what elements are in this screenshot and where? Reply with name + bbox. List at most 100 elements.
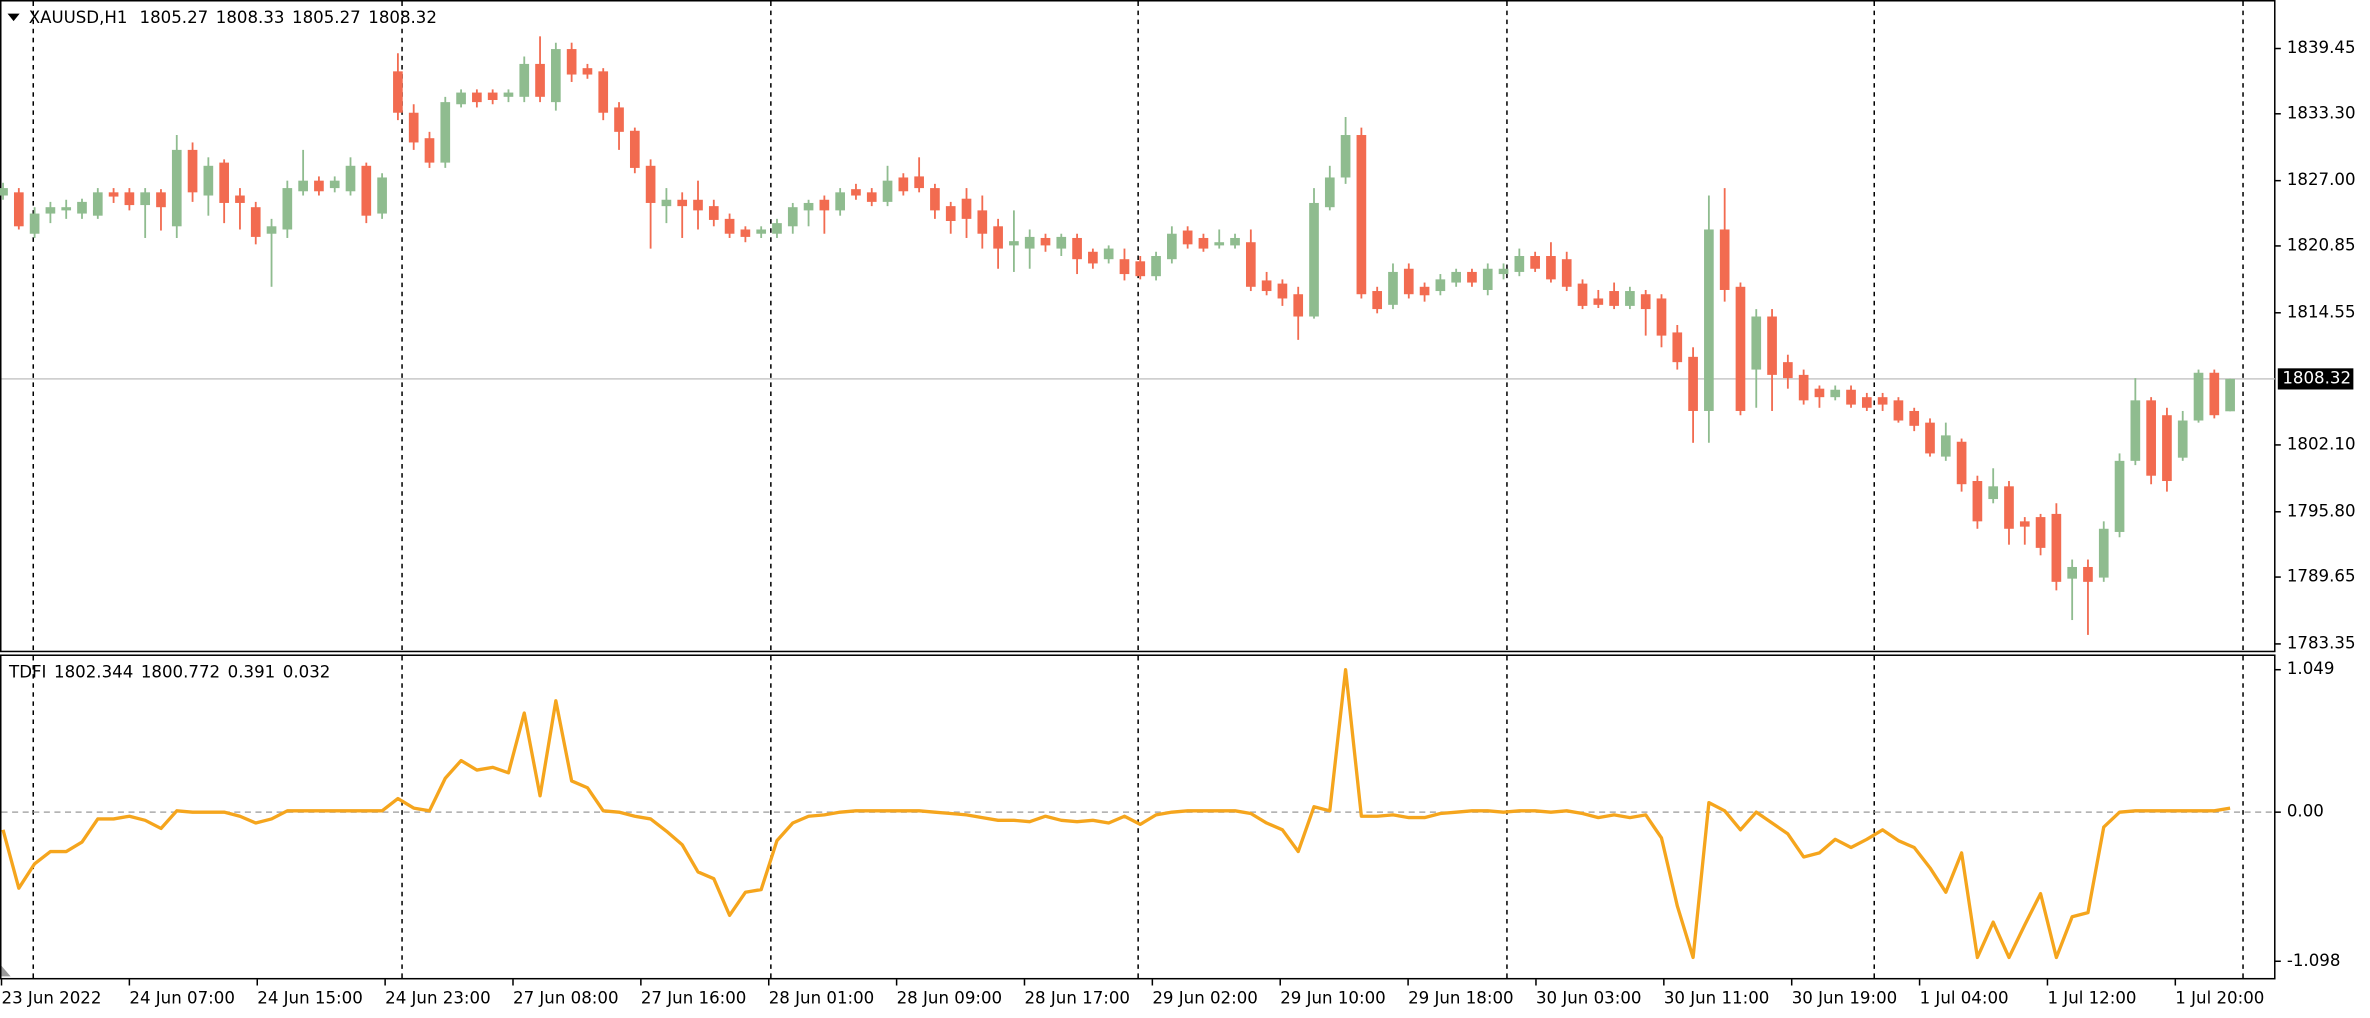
candle-body (1798, 374, 1809, 401)
candle-body (456, 92, 466, 105)
candle-body (1467, 271, 1477, 283)
candle-body (108, 192, 119, 197)
x-tick-label: 30 Jun 11:00 (1664, 989, 1770, 1008)
candle-body (124, 192, 135, 206)
candle-body (266, 226, 277, 234)
candle-body (851, 189, 861, 196)
candle-body (1293, 294, 1304, 317)
candle-body (1561, 259, 1572, 287)
candle-body (1119, 259, 1130, 275)
candle-body (1861, 397, 1872, 408)
candle-body (235, 195, 245, 203)
candle-body (2225, 378, 2235, 412)
y-tick-label: 1795.80 (2287, 501, 2356, 520)
candle-body (156, 192, 166, 208)
candle-body (1088, 251, 1098, 264)
candle-body (1530, 256, 1540, 269)
candle-body (2051, 513, 2062, 582)
candle-body (551, 49, 561, 103)
current-price-box (2277, 368, 2354, 390)
candle-body (377, 177, 387, 214)
candle-body (61, 207, 72, 211)
y-tick-label: 1820.85 (2287, 235, 2356, 254)
x-tick-label: 24 Jun 23:00 (385, 989, 491, 1008)
x-tick-label: 23 Jun 2022 (2, 989, 102, 1008)
readout-value: 1802.344 (54, 662, 133, 681)
candle-body (1877, 397, 1888, 405)
candle-body (2130, 400, 2141, 461)
candle-body (1167, 233, 1177, 260)
readout-value: 1805.27 (292, 8, 361, 27)
candle-body (1482, 268, 1493, 290)
y-tick-label: 1783.35 (2287, 633, 2356, 652)
candle-body (2162, 415, 2172, 482)
y-tick-label: 0.00 (2287, 802, 2324, 821)
candle-body (1609, 291, 1619, 306)
candle-body (866, 192, 877, 202)
candle-body (1072, 237, 1082, 260)
candle-body (1040, 237, 1051, 246)
candle-body (187, 149, 198, 193)
candle-body (329, 180, 340, 189)
candle-body (203, 165, 214, 196)
candle-body (835, 192, 845, 211)
candle-body (440, 102, 451, 163)
candle-body (724, 218, 735, 234)
x-tick-label: 28 Jun 09:00 (897, 989, 1003, 1008)
candle-body (1656, 298, 1667, 336)
candle-body (756, 229, 767, 234)
candle-body (2114, 460, 2125, 532)
candle-body (1277, 283, 1288, 299)
candle-body (140, 192, 151, 206)
candle-body (1767, 316, 1777, 375)
candle-body (1814, 388, 1825, 398)
candle-body (2193, 372, 2204, 421)
candle-body (282, 188, 293, 230)
menu-arrow (7, 13, 20, 22)
candle-body (487, 92, 498, 101)
candle-body (393, 71, 403, 113)
candle-body (1135, 261, 1146, 277)
candle-body (582, 68, 593, 75)
candle-body (1309, 202, 1319, 317)
x-tick-label: 27 Jun 08:00 (513, 989, 619, 1008)
x-tick-label: 28 Jun 01:00 (769, 989, 875, 1008)
candle-body (345, 165, 356, 192)
candle-body (1356, 135, 1367, 295)
candle-body (1009, 241, 1019, 246)
candle-body (519, 63, 530, 97)
candle-body (803, 202, 814, 211)
x-tick-label: 30 Jun 19:00 (1792, 989, 1898, 1008)
candle-body (566, 49, 577, 75)
candle-body (1498, 268, 1509, 275)
indicator-readout: TDFI 1802.344 1800.772 0.391 0.032 (8, 662, 330, 681)
candle-body (614, 107, 624, 132)
candle-body (1451, 271, 1461, 283)
x-tick-label: 24 Jun 07:00 (129, 989, 235, 1008)
x-tick-label: 24 Jun 15:00 (257, 989, 363, 1008)
candle-body (961, 198, 972, 219)
y-tick-label: 1789.65 (2287, 567, 2356, 586)
symbol-readout: XAUUSD,H1 1805.27 1808.33 1805.27 1808.32 (29, 8, 437, 27)
candle-body (2019, 521, 2030, 527)
candle-body (1593, 298, 1604, 305)
candle-body (914, 176, 924, 189)
candle-body (629, 130, 640, 168)
candle-body (171, 149, 182, 227)
candle-body (1988, 486, 1999, 500)
tdfi-line (1, 668, 2231, 960)
candle-body (661, 199, 672, 207)
candle-body (13, 192, 24, 227)
y-tick-label: 1802.10 (2287, 434, 2356, 453)
x-tick-label: 28 Jun 17:00 (1024, 989, 1130, 1008)
candle-body (2083, 566, 2093, 582)
candle-body (408, 112, 419, 143)
candle-body (1783, 362, 1793, 379)
x-tick-label: 1 Jul 04:00 (1920, 989, 2009, 1008)
candle-body (1925, 422, 1935, 454)
candle-body (1056, 236, 1067, 249)
candle-body (2098, 528, 2109, 578)
x-tick-label: 29 Jun 02:00 (1152, 989, 1258, 1008)
candle-body (77, 201, 87, 214)
